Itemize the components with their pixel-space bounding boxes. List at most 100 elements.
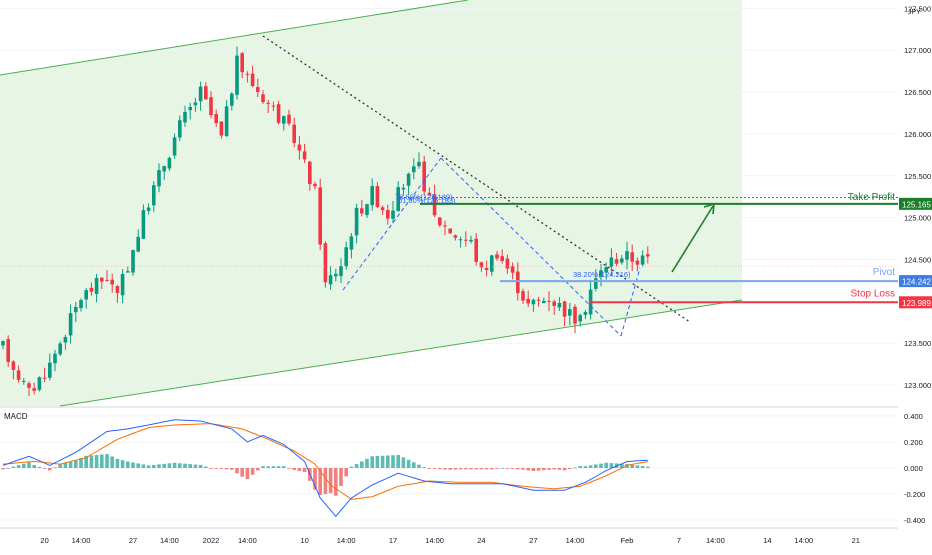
macd-line [2,419,648,518]
macd-histogram-bar [339,468,343,487]
macd-histogram-bar [505,468,510,469]
price-tick-label: 126.000 [904,130,931,139]
macd-histogram-bar [464,468,468,470]
pivot-tag [899,275,932,288]
macd-histogram-bar [391,455,395,468]
macd-histogram-bar [146,465,151,468]
macd-histogram-bar [105,454,109,468]
x-tick-label: 14:00 [794,536,813,545]
candle-body [58,343,62,355]
macd-signal-line [2,423,648,500]
macd-histogram-bar [412,462,416,468]
candle-body [614,259,619,264]
macd-histogram-bar [188,464,192,468]
macd-tick-label: 0.400 [904,412,923,421]
macd-histogram-bar [635,465,640,468]
candle-body [245,73,250,75]
candle-body [323,243,328,283]
macd-histogram-bar [245,468,250,479]
candle-body [68,313,73,336]
macd-histogram-bar [100,454,104,468]
candle-body [578,315,582,322]
candle-body [74,306,78,313]
candle-body [474,238,478,262]
macd-histogram-bar [328,468,333,494]
macd-histogram-bar [276,466,281,468]
candle-body [157,170,161,187]
price-tick-label: 126.500 [904,88,931,97]
macd-histogram-bar [282,466,286,468]
candle-body [261,94,265,103]
candle-body [490,255,494,272]
macd-histogram-bar [557,468,562,470]
candle-body [240,53,244,73]
macd-tick-label: 0.200 [904,438,923,447]
candle-body [547,300,551,302]
macd-histogram-bar [27,462,31,468]
macd-histogram-bar [94,454,99,468]
candle-body [552,301,556,306]
macd-histogram-bar [219,468,224,469]
macd-histogram-bar [495,468,499,469]
macd-histogram-bar [334,468,338,496]
macd-histogram-bar [547,468,551,470]
macd-histogram-bar [542,468,546,471]
macd-histogram-bar [313,468,317,490]
candle-body [505,258,510,269]
candle-body [443,225,447,227]
candle-body [521,291,525,301]
macd-histogram-bar [162,463,166,468]
macd-histogram-bar [42,468,47,469]
macd-histogram-bar [16,465,21,468]
macd-histogram-bar [136,463,140,468]
candle-body [120,274,125,296]
macd-histogram-bar [438,468,442,470]
macd-histogram-bar [48,468,52,471]
candle-body [256,87,260,92]
macd-histogram-bar [68,461,73,468]
candle-body [427,192,432,195]
candle-body [401,187,406,190]
price-tick-label: 123.500 [904,339,931,348]
macd-histogram-bar [63,462,68,468]
candle-body [500,256,504,262]
candle-body [510,266,515,273]
candle-body [406,173,411,186]
candle-body [469,239,473,242]
candle-body [635,260,640,265]
macd-histogram-bar [609,463,614,468]
x-tick-label: 17 [389,536,397,545]
macd-histogram-bar [32,465,36,468]
candle-body [282,116,286,124]
x-tick-label: 14:00 [566,536,585,545]
macd-histogram-bar [178,463,182,468]
macd-histogram-bar [401,457,406,468]
candle-body [568,309,572,316]
macd-histogram-bar [573,467,577,469]
macd-title: MACD [4,412,28,421]
macd-histogram-bar [380,455,385,468]
macd-histogram-bar [375,456,380,468]
stop-loss-tag [899,296,932,309]
x-tick-label: 14:00 [72,536,91,545]
macd-histogram-bar [230,468,234,470]
candle-body [448,228,452,234]
x-tick-label: 2022 [203,536,220,545]
x-tick-label: 24 [477,536,485,545]
candle-body [1,341,5,346]
macd-histogram-bar [484,468,489,470]
candle-body [79,300,83,309]
macd-histogram-bar [646,466,650,468]
candle-body [526,298,530,304]
candle-body [308,161,312,185]
candle-body [562,301,567,317]
macd-histogram-bar [250,468,255,475]
candle-body [105,279,109,281]
macd-histogram-bar [6,467,10,469]
candle-body [22,380,26,382]
macd-histogram-bar [323,468,328,495]
x-tick-label: 20 [40,536,48,545]
candle-body [458,239,463,241]
